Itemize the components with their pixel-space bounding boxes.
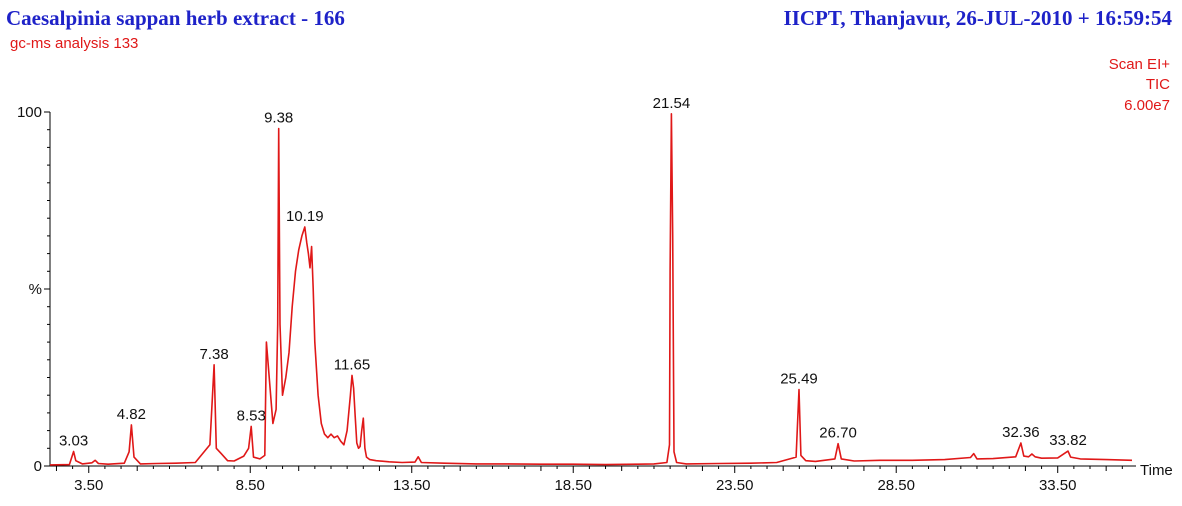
- x-axis-label: Time: [1140, 462, 1173, 479]
- tic-trace-line: [49, 113, 1133, 466]
- peak-label: 25.49: [780, 371, 818, 388]
- peak-label: 10.19: [286, 208, 324, 225]
- chart-title: Caesalpinia sappan herb extract - 166: [6, 6, 345, 30]
- trace-group: [49, 113, 1133, 466]
- x-tick-label: 33.50: [1039, 477, 1077, 494]
- y-tick-label: 0: [34, 458, 42, 475]
- peak-label: 3.03: [59, 432, 88, 449]
- peak-label: 4.82: [117, 406, 146, 423]
- x-tick-label: 18.50: [554, 477, 592, 494]
- x-tick-label: 8.50: [236, 477, 265, 494]
- x-tick-label: 23.50: [716, 477, 754, 494]
- instrument-date-title: IICPT, Thanjavur, 26-JUL-2010 + 16:59:54: [783, 6, 1172, 30]
- chart-subtitle: gc-ms analysis 133: [10, 35, 139, 52]
- peak-label: 11.65: [334, 356, 370, 373]
- peak-label: 21.54: [653, 95, 691, 112]
- x-tick-label: 3.50: [74, 477, 103, 494]
- peak-label: 7.38: [199, 346, 228, 363]
- x-tick-label: 13.50: [393, 477, 431, 494]
- trace-type-label: TIC: [1145, 76, 1170, 93]
- x-tick-label: 28.50: [877, 477, 915, 494]
- full-scale-label: 6.00e7: [1124, 97, 1170, 114]
- chart-axes: 0 100% 3.50 8.50 13.50 18.50 23.50 28.50 33.50 Ti…: [17, 104, 1173, 494]
- peak-label: 8.53: [237, 407, 266, 424]
- y-axis-label: %: [29, 281, 42, 298]
- peak-label: 32.36: [1002, 424, 1040, 441]
- peak-label: 9.38: [264, 110, 293, 127]
- peak-label: 26.70: [819, 425, 857, 442]
- y-tick-label: 100: [17, 104, 42, 121]
- scan-mode-label: Scan EI+: [1108, 56, 1170, 73]
- peak-labels: 3.03 4.82 7.38 8.53 9.38 10.19 11.65 21.54 25.49…: [59, 95, 1087, 450]
- peak-label: 33.82: [1049, 432, 1087, 449]
